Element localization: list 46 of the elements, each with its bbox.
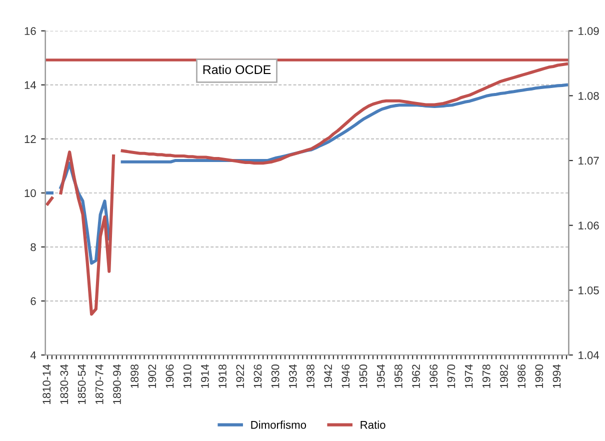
x-tick-label: 1902: [148, 364, 156, 388]
y-tick-label: 16: [24, 27, 36, 36]
x-tick-label: 1994: [552, 364, 561, 388]
y2-tick-label: 1.04: [578, 351, 600, 360]
x-tick-label: 1950: [359, 364, 368, 388]
x-tick-label: 1958: [394, 364, 402, 388]
x-tick-label: 1830-34: [60, 364, 68, 404]
x-tick-label: 1942: [324, 364, 332, 388]
x-tick-label: 1974: [464, 364, 473, 388]
x-tick-label: 1986: [518, 364, 526, 388]
x-tick-label: 1954: [376, 364, 385, 388]
x-tick-label: 1938: [306, 364, 314, 388]
y-tick-label: 4: [30, 351, 36, 360]
y-tick-label: 12: [24, 135, 36, 143]
y2-tick-label: 1.06: [578, 222, 599, 230]
x-tick-label: 1850-54: [78, 364, 86, 404]
x-tick-label: 1970: [447, 364, 456, 388]
y2-tick-label: 1.09: [578, 27, 599, 36]
x-tick-label: 1934: [288, 364, 297, 388]
ref-line-label: Ratio OCDE: [203, 64, 271, 74]
y-tick-label: 10: [24, 189, 36, 198]
y2-tick-label: 1.05: [578, 286, 599, 294]
x-tick-label: 1870-74: [95, 364, 104, 404]
x-tick-label: 1914: [201, 364, 209, 388]
x-tick-label: 1982: [500, 364, 508, 388]
x-tick-label: 1922: [236, 364, 244, 388]
x-tick-label: 1910: [183, 364, 192, 388]
y2-tick-label: 1.08: [578, 92, 599, 100]
x-tick-label: 1926: [254, 364, 262, 388]
x-tick-label: 1966: [430, 364, 438, 388]
legend-label: Dimorfismo: [251, 420, 306, 429]
x-tick-label: 1946: [342, 364, 350, 388]
y-tick-label: 8: [30, 243, 36, 252]
legend-label: Ratio: [360, 420, 386, 429]
x-tick-label: 1898: [130, 364, 139, 388]
x-tick-label: 1810-14: [42, 364, 51, 404]
x-tick-label: 1906: [166, 364, 174, 388]
y-tick-label: 6: [30, 297, 36, 306]
x-tick-label: 1890-94: [113, 364, 121, 404]
x-tick-label: 1962: [412, 364, 420, 388]
x-tick-label: 1918: [218, 364, 226, 388]
x-tick-label: 1990: [535, 364, 544, 388]
y2-tick-label: 1.07: [578, 156, 599, 165]
x-tick-label: 1930: [271, 364, 280, 388]
y-tick-label: 14: [24, 81, 36, 89]
x-tick-label: 1978: [482, 364, 490, 388]
